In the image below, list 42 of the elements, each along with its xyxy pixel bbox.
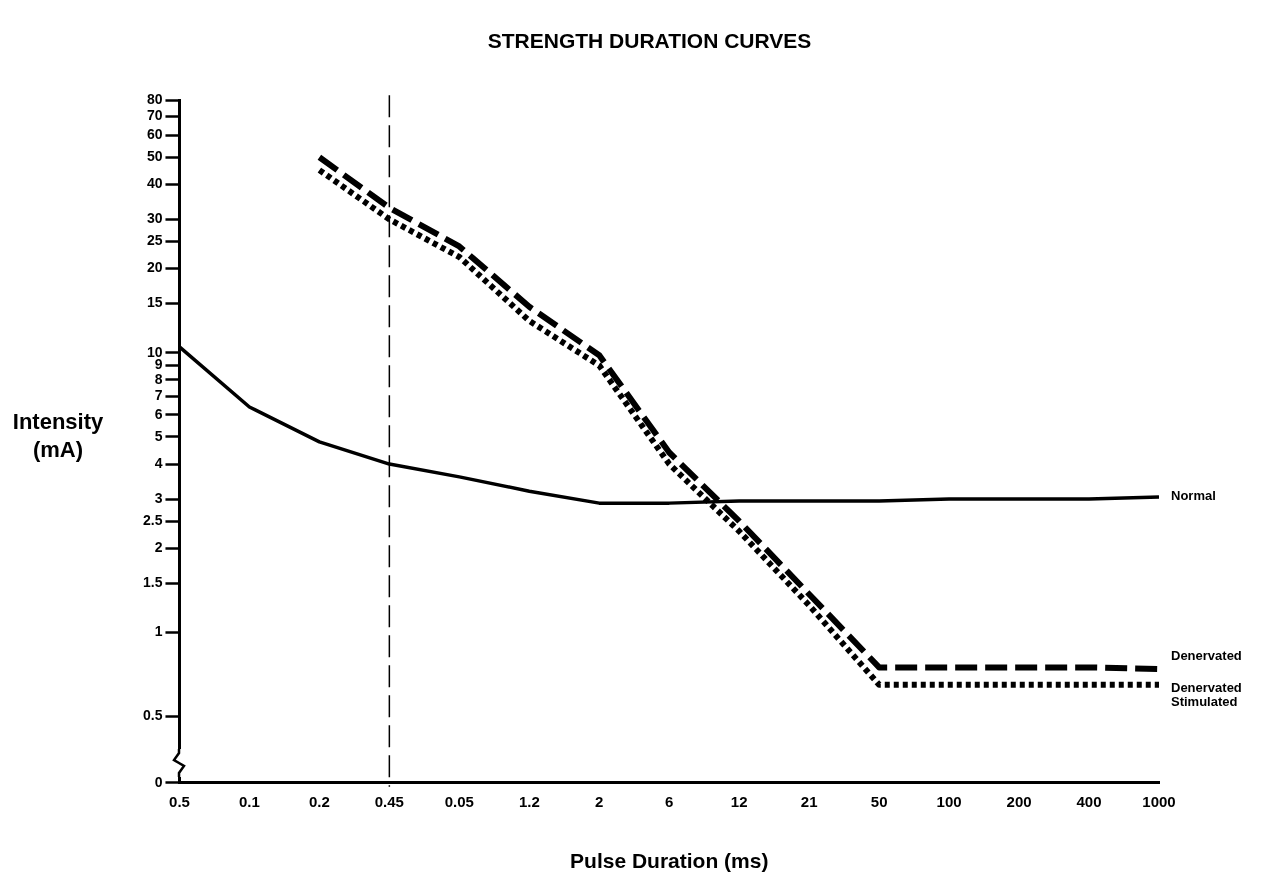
x-tick-label: 50 [870, 792, 888, 810]
x-tick-label: 0.2 [308, 792, 330, 810]
y-tick-label: 1 [154, 623, 163, 640]
x-tick-label: 0.1 [239, 792, 260, 810]
x-tick-label: 200 [1006, 792, 1032, 810]
y-tick-label: 25 [146, 232, 163, 249]
x-tick-label: 0.45 [374, 792, 404, 810]
y-axis-title: Intensity (mA) [12, 408, 104, 462]
x-tick-label: 0.05 [444, 792, 474, 810]
y-tick-label: 20 [146, 259, 163, 276]
x-tick-label: 1.2 [518, 792, 540, 810]
series-label: Denervated [1171, 648, 1242, 664]
x-tick-label: 6 [665, 792, 674, 810]
chart-title: STRENGTH DURATION CURVES [487, 29, 812, 53]
y-tick-label: 30 [146, 210, 163, 227]
y-tick-label: 6 [154, 405, 163, 422]
x-tick-label: 0.5 [169, 792, 190, 810]
series-label: Normal [1171, 488, 1216, 504]
y-tick-label: 8 [154, 370, 163, 387]
y-tick-label: 40 [146, 175, 163, 192]
x-axis-title: Pulse Duration (ms) [570, 849, 769, 873]
y-tick-label: 1.5 [142, 574, 163, 591]
y-tick-label: 50 [146, 148, 163, 165]
y-tick-label: 3 [154, 489, 163, 506]
y-tick-label: 60 [146, 126, 163, 142]
y-tick-label: 15 [146, 294, 163, 311]
y-tick-label: 7 [154, 386, 163, 403]
y-tick-label: 0.5 [142, 707, 163, 724]
y-tick-label: 70 [146, 107, 163, 124]
x-tick-label: 1000 [1142, 792, 1176, 810]
series-label: Denervated Stimulated [1171, 679, 1242, 709]
y-tick-label: 2 [154, 539, 163, 556]
x-tick-label: 400 [1076, 792, 1102, 810]
x-tick-label: 2 [595, 792, 604, 810]
x-tick-label: 21 [800, 792, 818, 810]
y-tick-label: 5 [154, 427, 163, 444]
x-tick-label: 100 [936, 792, 962, 810]
y-tick-label: 4 [154, 454, 163, 471]
x-tick-label: 12 [730, 792, 748, 810]
y-tick-label: 2.5 [142, 512, 163, 529]
y-tick-label: 0 [154, 773, 163, 790]
y-tick-label: 80 [146, 91, 163, 108]
